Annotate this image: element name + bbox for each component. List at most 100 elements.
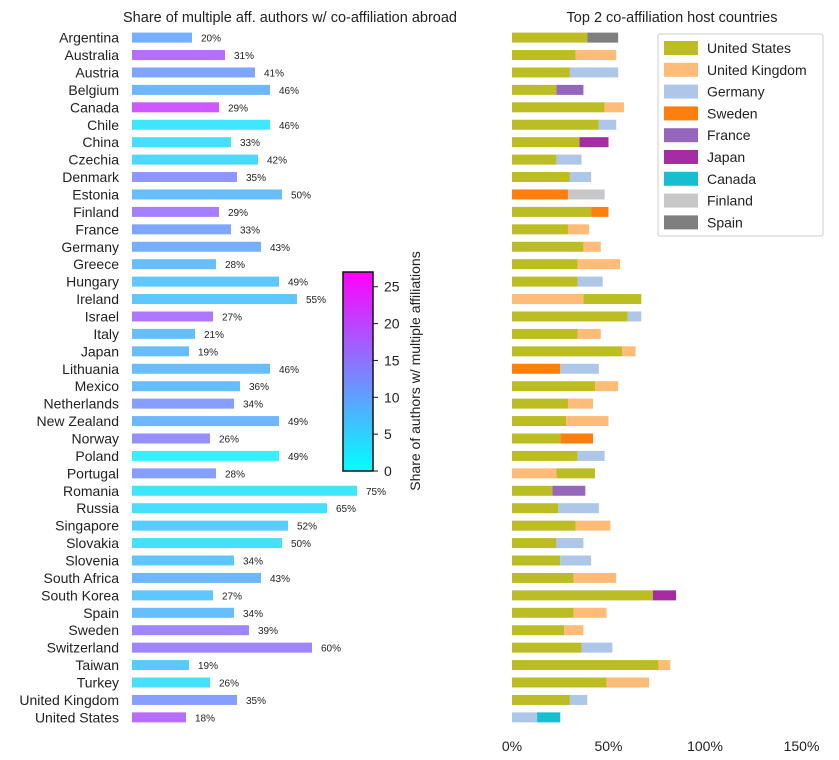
right-bar-belgium-france (556, 84, 584, 95)
legend-swatch-japan (664, 150, 698, 164)
right-bar-new-zealand-united-kingdom (566, 416, 609, 427)
left-row-label-new-zealand: New Zealand (37, 413, 120, 429)
right-bar-spain-united-kingdom (573, 607, 607, 618)
left-row-label-argentina: Argentina (59, 30, 119, 46)
left-data-label-japan: 19% (198, 347, 218, 358)
right-chart-title: Top 2 co-affiliation host countries (567, 10, 778, 26)
left-row-label-hungary: Hungary (66, 274, 119, 290)
legend-swatch-germany (664, 84, 698, 99)
colorbar-tick-label-25: 25 (384, 279, 400, 295)
colorbar-gradient-bar (342, 271, 374, 472)
left-row-label-taiwan: Taiwan (75, 657, 119, 673)
left-bar-australia (132, 50, 225, 61)
right-bar-spain-united-states (512, 607, 574, 618)
left-bar-poland (132, 450, 279, 461)
right-bar-sweden-united-states (512, 625, 565, 636)
left-data-label-chile: 46% (279, 121, 299, 132)
legend-swatch-sweden (664, 106, 698, 121)
left-data-label-turkey: 26% (219, 679, 239, 690)
right-bar-lithuania-germany (560, 363, 599, 374)
left-row-label-turkey: Turkey (77, 675, 119, 691)
legend-label-spain: Spain (707, 214, 743, 230)
left-row-label-chile: Chile (87, 117, 119, 133)
left-bar-ireland (132, 294, 297, 305)
left-data-label-estonia: 50% (291, 190, 311, 201)
left-bar-mexico (132, 381, 240, 392)
legend-swatch-united-kingdom (664, 62, 698, 77)
left-data-label-south-korea: 27% (222, 591, 242, 602)
left-bar-romania (132, 485, 357, 496)
right-bar-norway-sweden (560, 433, 594, 444)
right-bar-mexico-united-kingdom (594, 381, 619, 392)
right-bar-south-korea-japan (652, 590, 677, 601)
left-bar-denmark (132, 172, 237, 183)
right-bar-finland-sweden (591, 206, 609, 217)
left-bar-united-kingdom (132, 694, 237, 705)
right-bar-argentina-united-states (512, 32, 588, 43)
left-row-label-japan: Japan (81, 343, 119, 359)
left-bar-lithuania (132, 363, 270, 374)
right-bar-czechia-germany (556, 154, 582, 165)
left-bar-austria (132, 67, 255, 78)
left-bar-czechia (132, 154, 258, 165)
colorbar-tick-label-10: 10 (384, 389, 400, 405)
legend-label-canada: Canada (707, 171, 756, 187)
colorbar: Share of authors w/ multiple affiliation… (342, 251, 423, 491)
left-bar-finland (132, 206, 219, 217)
left-data-label-slovenia: 34% (243, 557, 263, 568)
right-x-tick-label-50: 50% (594, 738, 622, 754)
left-row-label-canada: Canada (70, 99, 119, 115)
right-bar-netherlands-united-states (512, 398, 568, 409)
left-row-label-netherlands: Netherlands (44, 396, 120, 412)
left-bar-china (132, 137, 231, 148)
right-bar-turkey-united-kingdom (606, 677, 650, 688)
right-bar-poland-germany (577, 450, 605, 461)
colorbar-tick-label-20: 20 (384, 316, 400, 332)
right-bar-south-africa-united-states (512, 572, 574, 583)
right-bar-norway-united-states (512, 433, 561, 444)
left-row-label-south-africa: South Africa (44, 570, 120, 586)
right-bar-greece-united-states (512, 259, 578, 270)
left-data-label-spain: 34% (243, 609, 263, 620)
left-bar-belgium (132, 84, 270, 95)
right-bar-israel-germany (627, 311, 642, 322)
left-data-label-russia: 65% (336, 504, 356, 515)
left-data-label-romania: 75% (366, 487, 386, 498)
right-bar-russia-germany (558, 503, 599, 514)
right-bar-hungary-germany (577, 276, 603, 287)
right-bar-new-zealand-united-states (512, 416, 567, 427)
left-row-label-norway: Norway (72, 430, 119, 446)
left-bar-switzerland (132, 642, 312, 653)
right-x-tick-label-150: 150% (784, 738, 820, 754)
left-bar-chart: Argentina 20% Australia 31% Austria 41% Belgiu… (19, 30, 386, 726)
left-row-label-china: China (82, 134, 119, 150)
right-bar-taiwan-united-kingdom (658, 660, 671, 671)
left-bar-russia (132, 503, 327, 514)
left-data-label-finland: 29% (228, 208, 248, 219)
legend-label-united-states: United States (707, 40, 791, 56)
left-row-label-finland: Finland (73, 204, 119, 220)
right-bar-ireland-united-kingdom (512, 294, 584, 305)
right-bar-singapore-united-states (512, 520, 576, 531)
colorbar-tick-label-0: 0 (384, 463, 392, 479)
left-data-label-mexico: 36% (249, 382, 269, 393)
right-bar-france-united-states (512, 224, 568, 235)
left-row-label-austria: Austria (75, 64, 119, 80)
colorbar-tick-label-15: 15 (384, 352, 400, 368)
right-bar-mexico-united-states (512, 381, 595, 392)
left-bar-south-africa (132, 572, 261, 583)
left-data-label-portugal: 28% (225, 469, 245, 480)
colorbar-tick-label-5: 5 (384, 426, 392, 442)
right-bar-italy-united-states (512, 328, 578, 339)
right-bar-china-japan (579, 137, 609, 148)
right-bar-china-united-states (512, 137, 580, 148)
right-bar-south-africa-united-kingdom (573, 572, 617, 583)
left-row-label-greece: Greece (73, 256, 119, 272)
left-bar-netherlands (132, 398, 234, 409)
right-bar-hungary-united-states (512, 276, 578, 287)
right-bar-germany-united-states (512, 241, 584, 252)
left-data-label-new-zealand: 49% (288, 417, 308, 428)
left-bar-canada (132, 102, 219, 113)
left-row-label-russia: Russia (76, 500, 119, 516)
left-data-label-italy: 21% (204, 330, 224, 341)
